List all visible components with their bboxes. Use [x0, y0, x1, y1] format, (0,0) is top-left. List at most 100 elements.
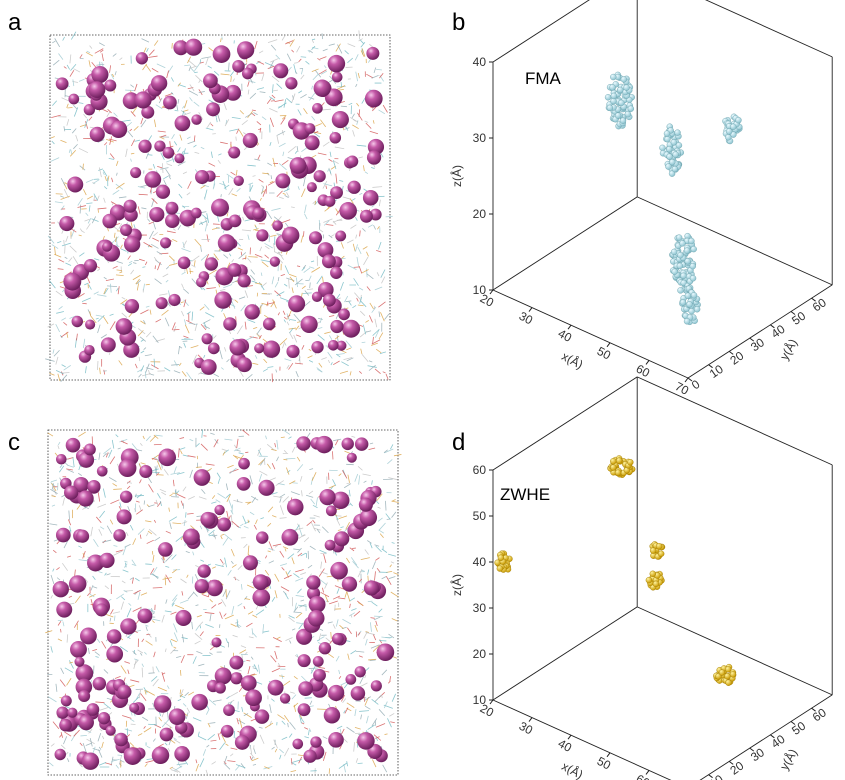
ion-sphere — [303, 750, 316, 763]
ion-sphere — [325, 540, 336, 551]
y-tick-label: 60 — [810, 705, 829, 724]
cluster — [650, 541, 665, 559]
ion-sphere — [255, 709, 269, 723]
ion-sphere — [66, 438, 81, 453]
ion-sphere — [191, 114, 202, 125]
molecule-bond — [232, 505, 233, 513]
ion-sphere — [99, 553, 114, 568]
cluster-atom — [671, 249, 677, 255]
cluster-atom — [653, 581, 659, 587]
cluster-atom — [659, 145, 665, 151]
ion-sphere — [307, 182, 317, 192]
ion-sphere — [175, 610, 191, 626]
ion-sphere — [56, 707, 68, 719]
ion-sphere — [335, 230, 346, 241]
ion-sphere — [95, 603, 108, 616]
ion-sphere — [174, 746, 190, 762]
annotation: ZWHE — [500, 485, 550, 504]
molecule-bond — [65, 245, 66, 254]
y-tick-label: 60 — [810, 295, 829, 314]
ion-sphere — [312, 292, 322, 302]
box-edge — [637, 197, 832, 285]
cluster-atom — [620, 118, 626, 124]
ion-sphere — [365, 90, 383, 108]
ion-sphere — [234, 176, 244, 186]
ion-sphere — [69, 575, 87, 593]
z-axis-title: z(Å) — [449, 165, 464, 187]
molecule-bond — [319, 223, 320, 230]
ion-sphere — [98, 712, 110, 724]
x-tick-label: 40 — [556, 326, 575, 345]
ion-sphere — [319, 489, 335, 505]
box-edge — [493, 377, 637, 470]
ion-sphere — [285, 77, 297, 89]
ion-sphere — [195, 579, 209, 593]
ion-sphere — [84, 259, 97, 272]
ion-sphere — [89, 81, 106, 98]
ion-sphere — [347, 453, 357, 463]
ion-sphere — [298, 654, 311, 667]
ion-sphere — [124, 236, 140, 252]
ion-sphere — [338, 309, 350, 321]
cluster — [495, 551, 513, 573]
ion-sphere — [256, 531, 268, 543]
panel-label: b — [452, 9, 465, 36]
ion-sphere — [315, 436, 332, 453]
ion-sphere — [116, 318, 133, 335]
cluster-atom — [628, 106, 634, 112]
ion-sphere — [91, 66, 108, 83]
cluster-atom — [675, 130, 681, 136]
ion-sphere — [324, 196, 335, 207]
cluster-atom — [621, 76, 627, 82]
ion-sphere — [76, 530, 89, 543]
ion-sphere — [84, 345, 94, 355]
x-tick-label: 30 — [517, 309, 536, 328]
ion-sphere — [314, 170, 326, 182]
ion-sphere — [201, 359, 217, 375]
ion-sphere — [55, 749, 66, 760]
cluster-atom — [610, 458, 616, 464]
y-tick-label: 20 — [727, 758, 746, 777]
ion-sphere — [87, 480, 100, 493]
plot-3d: 2030405060700102030405060102030405060x(Å… — [449, 377, 832, 780]
ion-sphere — [363, 190, 379, 206]
ion-sphere — [328, 685, 344, 701]
ion-sphere — [78, 690, 90, 702]
ion-sphere — [323, 294, 336, 307]
x-tick-label: 60 — [634, 772, 653, 780]
cluster-atom — [627, 459, 633, 465]
ion-sphere — [191, 694, 208, 711]
y-axis — [688, 695, 832, 780]
ion-sphere — [185, 39, 202, 56]
ion-sphere — [197, 564, 210, 577]
ion-sphere — [217, 517, 231, 531]
ion-sphere — [214, 291, 231, 308]
ion-sphere — [328, 732, 344, 748]
ion-sphere — [263, 318, 276, 331]
ion-sphere — [270, 256, 280, 266]
cluster-atom — [666, 146, 672, 152]
x-axis — [493, 290, 688, 378]
cluster-atom — [611, 93, 617, 99]
ion-sphere — [154, 695, 172, 713]
molecule-bond — [367, 269, 368, 278]
cluster-atom — [679, 240, 685, 246]
ion-sphere — [377, 643, 395, 661]
y-tick-label: 50 — [789, 718, 808, 737]
ion-sphere — [183, 528, 200, 545]
ion-sphere — [319, 642, 331, 654]
molecule-bond — [147, 155, 152, 156]
z-tick-label: 40 — [473, 55, 487, 69]
cluster-atom — [719, 670, 725, 676]
ion-sphere — [313, 669, 326, 682]
cluster-atom — [694, 306, 700, 312]
ion-sphere — [145, 171, 162, 188]
box-edge — [493, 0, 637, 62]
ion-sphere — [252, 207, 264, 219]
cluster-atom — [725, 666, 731, 672]
ion-sphere — [77, 490, 93, 506]
molecule-bond — [58, 620, 63, 621]
ion-sphere — [223, 317, 236, 330]
ion-sphere — [346, 155, 358, 167]
ion-sphere — [357, 732, 375, 750]
